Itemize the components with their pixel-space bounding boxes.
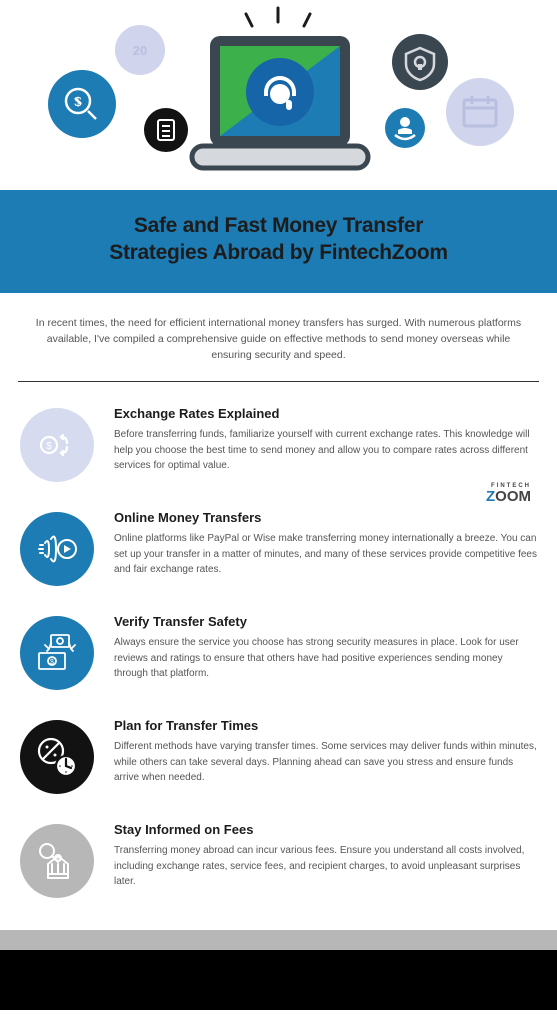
svg-text:$: $ — [50, 659, 54, 666]
section-body: Transferring money abroad can incur vari… — [114, 843, 537, 890]
section-body: Different methods have varying transfer … — [114, 739, 537, 786]
brand-watermark: FINTECH ZOOM — [486, 484, 531, 503]
section-verify-safety: $ Verify Transfer Safety Always ensure t… — [20, 600, 537, 704]
section-exchange-rates: $ Exchange Rates Explained Before transf… — [20, 392, 537, 496]
section-plan-times: Plan for Transfer Times Different method… — [20, 704, 537, 808]
divider — [18, 381, 539, 382]
section-title: Online Money Transfers — [114, 510, 537, 525]
svg-text:$: $ — [74, 94, 82, 109]
hero-illustration: 20 $ — [0, 0, 557, 190]
page-title: Safe and Fast Money Transfer Strategies … — [30, 212, 527, 267]
section-title: Plan for Transfer Times — [114, 718, 537, 733]
section-online-transfers: Online Money Transfers Online platforms … — [20, 496, 537, 600]
section-body: Before transferring funds, familiarize y… — [114, 427, 537, 474]
section-title: Verify Transfer Safety — [114, 614, 537, 629]
section-body: Online platforms like PayPal or Wise mak… — [114, 531, 537, 578]
footer-strip — [0, 930, 557, 950]
fees-icon: $ — [20, 824, 94, 898]
section-title: Exchange Rates Explained — [114, 406, 537, 421]
online-transfer-icon — [20, 512, 94, 586]
sections-container: FINTECH ZOOM $ Exchange Rates Explained … — [0, 388, 557, 930]
section-title: Stay Informed on Fees — [114, 822, 537, 837]
svg-text:20: 20 — [133, 43, 147, 58]
section-body: Always ensure the service you choose has… — [114, 635, 537, 682]
section-fees: $ Stay Informed on Fees Transferring mon… — [20, 808, 537, 912]
title-banner: Safe and Fast Money Transfer Strategies … — [0, 190, 557, 293]
plan-times-icon — [20, 720, 94, 794]
exchange-rates-icon: $ — [20, 408, 94, 482]
footer-black — [0, 950, 557, 1010]
svg-text:$: $ — [46, 441, 52, 452]
intro-text: In recent times, the need for efficient … — [0, 293, 557, 382]
verify-safety-icon: $ — [20, 616, 94, 690]
